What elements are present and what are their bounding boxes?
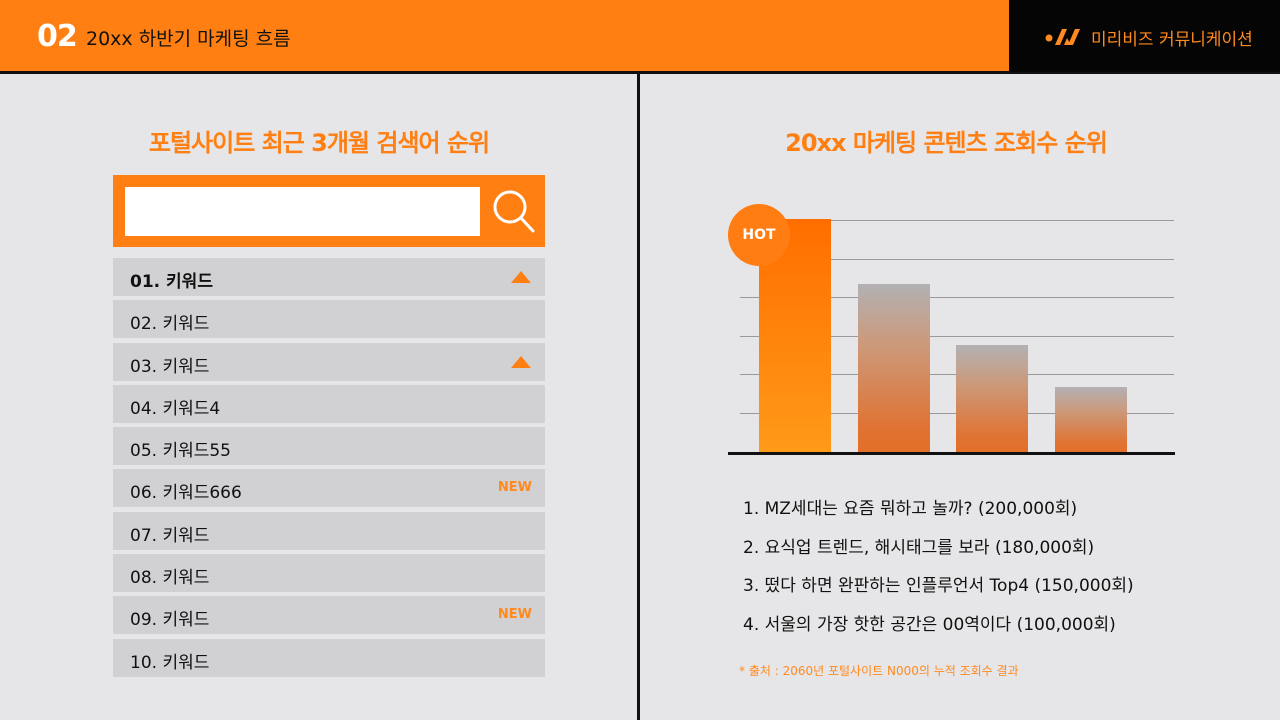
- content-item: 3. 떴다 하면 완판하는 인플루언서 Top4 (150,000회): [743, 576, 1134, 596]
- chart-baseline: [728, 452, 1175, 455]
- list-item[interactable]: 07. 키워드: [113, 511, 545, 550]
- brand-name: 미리비즈 커뮤니케이션: [1091, 30, 1253, 50]
- content-item: 4. 서울의 가장 핫한 공간은 00역이다 (100,000회): [743, 614, 1116, 635]
- content-item: 2. 요식업 트렌드, 해시태그를 보라 (180,000회): [743, 537, 1095, 558]
- keyword-label: 09. 키워드: [130, 610, 210, 631]
- keyword-label: 04. 키워드4: [130, 398, 221, 419]
- keyword-label: 06. 키워드666: [130, 483, 242, 504]
- search-ranking-title: 포털사이트 최근 3개월 검색어 순위: [148, 129, 490, 157]
- list-item[interactable]: 02. 키워드: [113, 300, 545, 339]
- bar-2: [858, 284, 930, 453]
- keyword-label: 02. 키워드: [130, 314, 210, 335]
- gridline: [740, 336, 1174, 337]
- brand-logo-icon: [1045, 29, 1080, 45]
- search-icon[interactable]: [489, 185, 539, 237]
- keyword-label: 05. 키워드55: [130, 441, 231, 462]
- views-bar-chart: HOT: [728, 200, 1178, 456]
- vertical-divider: [637, 74, 640, 720]
- bar-3: [956, 345, 1028, 453]
- brand-box: 미리비즈 커뮤니케이션: [1009, 0, 1280, 72]
- search-input[interactable]: [125, 187, 480, 236]
- keyword-label: 10. 키워드: [130, 652, 210, 673]
- list-item[interactable]: 04. 키워드4: [113, 384, 545, 423]
- list-item[interactable]: 06. 키워드666 NEW: [113, 469, 545, 508]
- keyword-label: 07. 키워드: [130, 525, 210, 546]
- gridline: [740, 297, 1174, 298]
- list-item[interactable]: 05. 키워드55: [113, 427, 545, 466]
- content-views-title: 20xx 마케팅 콘텐츠 조회수 순위: [785, 129, 1108, 157]
- up-arrow-icon: [511, 355, 531, 368]
- up-arrow-icon: [511, 271, 531, 283]
- section-number: 02: [37, 19, 78, 54]
- search-box: [113, 175, 545, 247]
- gridline: [740, 259, 1174, 260]
- header-bar: 02 20xx 하반기 마케팅 흐름 미리비즈 커뮤니케이션: [0, 0, 1280, 74]
- hot-badge: HOT: [728, 204, 790, 266]
- list-item[interactable]: 01. 키워드: [113, 258, 545, 296]
- keyword-label: 01. 키워드: [130, 272, 213, 292]
- list-item[interactable]: 03. 키워드: [113, 342, 545, 381]
- new-badge: NEW: [497, 480, 532, 496]
- gridline: [740, 220, 1174, 221]
- keyword-label: 08. 키워드: [130, 568, 210, 589]
- content-ranking-list: 1. MZ세대는 요즘 뭐하고 놀까? (200,000회) 2. 요식업 트렌…: [743, 494, 1134, 648]
- list-item[interactable]: 10. 키워드: [113, 638, 545, 677]
- source-note: * 출처 : 2060년 포털사이트 N000의 누적 조회수 결과: [739, 664, 1019, 678]
- new-badge: NEW: [497, 607, 532, 623]
- keyword-label: 03. 키워드: [130, 356, 210, 377]
- bar-4: [1055, 387, 1127, 453]
- content-item: 1. MZ세대는 요즘 뭐하고 놀까? (200,000회): [743, 499, 1078, 519]
- keyword-ranking-list: 01. 키워드 02. 키워드 03. 키워드 04. 키워드4 05. 키워드…: [113, 258, 545, 681]
- list-item[interactable]: 09. 키워드 NEW: [113, 596, 545, 635]
- page-title: 20xx 하반기 마케팅 흐름: [86, 28, 291, 50]
- list-item[interactable]: 08. 키워드: [113, 554, 545, 593]
